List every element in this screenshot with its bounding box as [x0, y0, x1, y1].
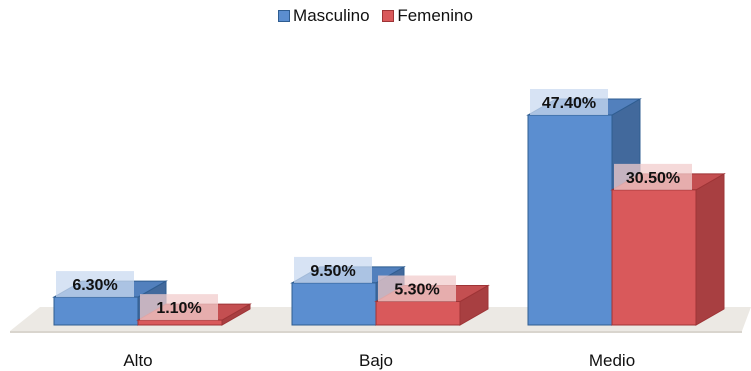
- chart-legend: Masculino Femenino: [0, 6, 751, 27]
- value-label-femenino-bajo: 5.30%: [378, 275, 456, 302]
- bar-femenino-medio: [610, 173, 726, 326]
- value-label-text: 1.10%: [156, 300, 201, 317]
- legend-item-masculino: Masculino: [278, 6, 370, 26]
- value-label-text: 30.50%: [626, 170, 680, 187]
- value-label-box: [140, 294, 218, 321]
- bar-front-face: [137, 319, 223, 326]
- value-label-text: 6.30%: [72, 277, 117, 294]
- legend-label-femenino: Femenino: [397, 6, 473, 25]
- value-label-masculino-medio: 47.40%: [530, 89, 608, 115]
- value-label-box: [294, 256, 372, 283]
- value-label-box: [530, 89, 608, 115]
- category-label-alto: Alto: [123, 351, 152, 370]
- bar-front-face: [53, 296, 139, 326]
- value-label-text: 47.40%: [542, 95, 596, 112]
- legend-label-masculino: Masculino: [293, 6, 370, 25]
- value-label-femenino-alto: 1.10%: [140, 294, 218, 321]
- legend-swatch-femenino: [382, 10, 395, 22]
- value-label-masculino-alto: 6.30%: [56, 271, 134, 298]
- value-label-box: [378, 275, 456, 302]
- category-label-bajo: Bajo: [359, 351, 393, 370]
- floor-edge: [10, 331, 742, 333]
- bar-front-face: [527, 114, 613, 326]
- value-label-femenino-medio: 30.50%: [614, 163, 692, 190]
- bar-side-face: [695, 173, 725, 326]
- legend-swatch-masculino: [278, 10, 291, 22]
- bar-front-face: [611, 189, 697, 326]
- value-label-box: [56, 271, 134, 298]
- legend-item-femenino: Femenino: [382, 6, 473, 26]
- category-label-medio: Medio: [589, 351, 635, 370]
- value-label-text: 5.30%: [394, 282, 439, 299]
- bar-front-face: [375, 301, 461, 326]
- value-label-text: 9.50%: [310, 263, 355, 280]
- bar-front-face: [291, 282, 377, 326]
- value-labels: 6.30% 1.10% 9.50% 5.30% 47.40% 30.50%: [56, 89, 692, 321]
- value-label-masculino-bajo: 9.50%: [294, 256, 372, 283]
- value-label-box: [614, 163, 692, 190]
- category-labels: Alto Bajo Medio: [123, 351, 635, 370]
